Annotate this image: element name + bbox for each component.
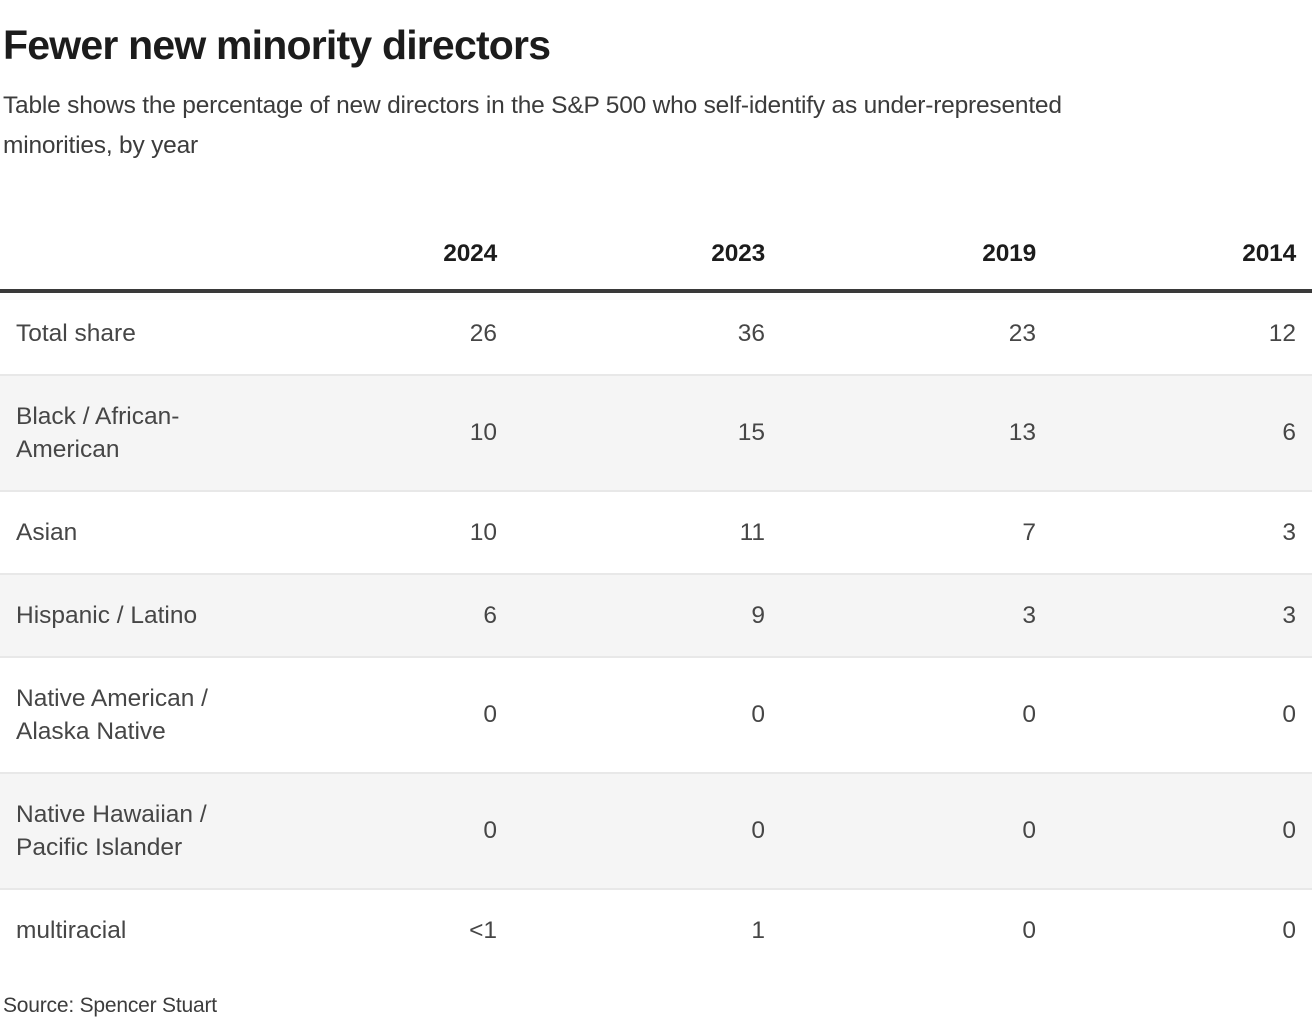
row-label: Total share xyxy=(16,320,136,347)
table-row-native-hawaiian-pacific-islander: Native Hawaiian / Pacific Islander 0 0 0… xyxy=(0,773,1312,889)
cell-value: 0 xyxy=(751,701,765,728)
page-title: Fewer new minority directors xyxy=(3,22,551,68)
cell-value: 23 xyxy=(1008,319,1036,347)
cell-value: 10 xyxy=(469,518,497,546)
cell-value: 3 xyxy=(1022,601,1036,629)
table-row-native-american-alaska-native: Native American / Alaska Native 0 0 0 0 xyxy=(0,657,1312,773)
cell-value: 10 xyxy=(469,419,497,446)
cell-value: 9 xyxy=(751,601,765,629)
table-row-hispanic-latino: Hispanic / Latino 6 9 3 3 xyxy=(0,574,1312,657)
cell-value: 0 xyxy=(1022,701,1036,728)
cell-value: 13 xyxy=(1008,419,1036,446)
cell-value: 11 xyxy=(739,518,765,546)
cell-value: 0 xyxy=(1282,817,1296,844)
table-row-black-african-american: Black / African-American 10 15 13 6 xyxy=(0,375,1312,491)
table-row-multiracial: multiracial <1 1 0 0 xyxy=(0,889,1312,971)
cell-value: 0 xyxy=(1282,701,1296,728)
column-header-2019: 2019 xyxy=(765,222,1036,293)
row-label: Hispanic / Latino xyxy=(16,602,198,629)
column-header-2024: 2024 xyxy=(231,222,497,293)
cell-value: 1 xyxy=(751,916,765,944)
cell-value: 26 xyxy=(469,319,497,347)
table-body: Total share 26 36 23 12 Black / African-… xyxy=(0,291,1312,971)
row-label: Asian xyxy=(16,519,78,546)
row-label: Native Hawaiian / Pacific Islander xyxy=(16,801,207,861)
cell-value: 0 xyxy=(1022,916,1036,944)
cell-value: 0 xyxy=(483,701,497,728)
source-attribution: Source: Spencer Stuart xyxy=(3,994,217,1017)
table-row-asian: Asian 10 11 7 3 xyxy=(0,491,1312,574)
cell-value: 15 xyxy=(737,419,765,446)
column-header-2023: 2023 xyxy=(497,222,765,293)
cell-value: 36 xyxy=(737,319,765,347)
cell-value: <1 xyxy=(469,916,497,944)
cell-value: 3 xyxy=(1282,518,1296,546)
table-header: 2024 2023 2019 2014 xyxy=(0,222,1312,293)
cell-value: 7 xyxy=(1022,518,1036,546)
table-header-row: 2024 2023 2019 2014 xyxy=(0,222,1312,293)
column-header-2014: 2014 xyxy=(1036,222,1312,293)
row-label: Black / African-American xyxy=(16,403,180,463)
row-label: multiracial xyxy=(16,917,127,944)
cell-value: 12 xyxy=(1268,319,1296,347)
row-label: Native American / Alaska Native xyxy=(16,685,208,745)
cell-value: 0 xyxy=(1022,817,1036,844)
table-row-total-share: Total share 26 36 23 12 xyxy=(0,291,1312,375)
cell-value: 6 xyxy=(1282,419,1296,446)
page-subtitle: Table shows the percentage of new direct… xyxy=(3,92,1062,159)
minority-directors-table: 2024 2023 2019 2014 Total share 26 36 23… xyxy=(0,222,1312,971)
table-corner-cell xyxy=(0,222,231,293)
cell-value: 0 xyxy=(751,817,765,844)
cell-value: 6 xyxy=(483,601,497,629)
cell-value: 0 xyxy=(483,817,497,844)
cell-value: 3 xyxy=(1282,601,1296,629)
cell-value: 0 xyxy=(1282,916,1296,944)
